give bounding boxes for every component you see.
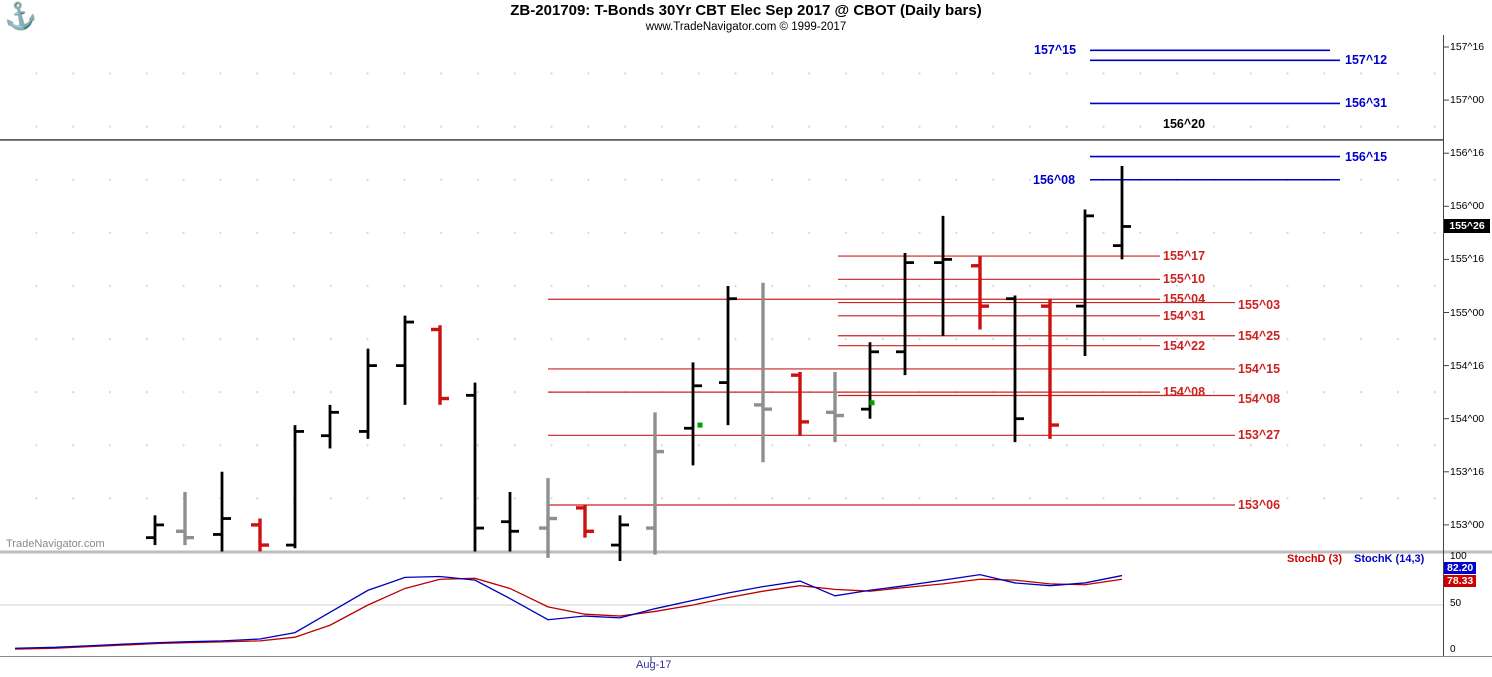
ohlc-bar <box>611 515 629 562</box>
chart-title: ZB-201709: T-Bonds 30Yr CBT Elec Sep 201… <box>510 2 982 19</box>
ohlc-bar <box>646 412 664 555</box>
ohlc-bar <box>896 253 914 376</box>
ohlc-bar <box>396 315 414 405</box>
ohlc-bar <box>971 256 989 330</box>
ohlc-bar <box>1041 298 1059 439</box>
ohlc-bar <box>431 325 449 405</box>
ohlc-bar <box>1076 209 1094 357</box>
ohlc-bar <box>791 371 809 436</box>
ohlc-bar <box>539 478 557 558</box>
ohlc-bar <box>719 285 737 426</box>
ohlc-bar <box>176 491 194 546</box>
ohlc-bar <box>826 371 844 443</box>
ohlc-bar <box>754 282 772 463</box>
signal-marker <box>697 422 703 428</box>
ohlc-bar <box>213 471 231 552</box>
ohlc-bar <box>1006 295 1024 443</box>
stochk-line <box>14 573 1123 649</box>
chart-subtitle: www.TradeNavigator.com © 1999-2017 <box>645 21 847 33</box>
ohlc-bar <box>1113 165 1131 260</box>
ohlc-bar <box>861 342 879 419</box>
chart-grid-dots <box>6 36 1442 550</box>
ohlc-bar <box>684 362 702 466</box>
ohlc-bar <box>146 515 164 546</box>
ohlc-bar <box>321 404 339 449</box>
ohlc-bar <box>286 425 304 549</box>
stochd-line <box>14 577 1123 650</box>
signal-marker <box>869 400 875 406</box>
ohlc-bar <box>576 504 594 538</box>
ohlc-bar <box>466 382 484 552</box>
ohlc-bar <box>934 215 952 336</box>
ohlc-bar <box>501 491 519 552</box>
ohlc-bar <box>251 518 269 552</box>
ohlc-bar <box>359 348 377 439</box>
